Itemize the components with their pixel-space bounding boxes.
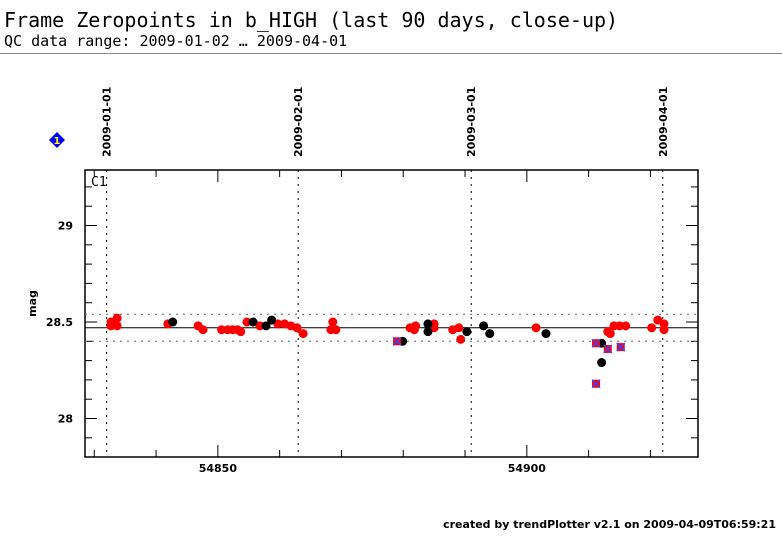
red-data-point [112, 313, 122, 323]
black-data-point [248, 317, 258, 327]
flagged-cross-icon [591, 338, 601, 348]
flagged-cross-icon [392, 336, 402, 346]
flagged-data-point [603, 344, 613, 354]
badge-label: 1 [54, 136, 61, 147]
black-data-point [423, 319, 433, 329]
flagged-cross-icon [616, 342, 626, 352]
red-data-point [255, 321, 265, 331]
red-data-point [454, 323, 464, 333]
x-tick-label: 54850 [199, 462, 238, 475]
footer-credit: created by trendPlotter v2.1 on 2009-04-… [443, 518, 776, 531]
y-axis-label: mag [26, 290, 39, 317]
red-data-point [106, 321, 116, 331]
red-data-point [647, 323, 657, 333]
red-data-point [621, 321, 631, 331]
red-data-point [659, 325, 669, 335]
black-data-point [541, 329, 551, 339]
panel-label: C1 [91, 175, 107, 190]
red-data-point [331, 325, 341, 335]
flagged-data-point [616, 342, 626, 352]
black-data-point [485, 329, 495, 339]
badge-diamond-icon[interactable]: 1 [49, 132, 65, 148]
red-data-point [409, 325, 419, 335]
date-marker-label: 2009-04-01 [657, 87, 670, 157]
black-data-point [168, 317, 178, 327]
plot-frame [84, 169, 699, 458]
flagged-data-point [591, 379, 601, 389]
flagged-data-point [591, 338, 601, 348]
y-tick-label: 28.5 [46, 316, 73, 329]
x-tick-label: 54900 [508, 462, 547, 475]
black-data-point [597, 358, 607, 368]
red-data-point [217, 325, 227, 335]
flagged-cross-icon [603, 344, 613, 354]
date-marker-label: 2009-03-01 [465, 87, 478, 157]
red-data-point [112, 321, 122, 331]
flagged-data-point [392, 336, 402, 346]
red-data-point [605, 329, 615, 339]
y-tick-label: 29 [58, 220, 73, 233]
black-data-point [267, 315, 277, 325]
red-data-point [298, 329, 308, 339]
black-data-point [423, 327, 433, 337]
date-marker-label: 2009-01-01 [101, 87, 114, 157]
red-data-point [328, 317, 338, 327]
red-data-point [242, 317, 252, 327]
date-marker-label: 2009-02-01 [292, 87, 305, 157]
chart-title: Frame Zeropoints in b_HIGH (last 90 days… [4, 8, 619, 32]
red-data-point [292, 323, 302, 333]
flagged-cross-icon [591, 379, 601, 389]
red-data-point [615, 321, 625, 331]
red-data-point [198, 325, 208, 335]
header-divider [0, 53, 782, 54]
black-data-point [462, 327, 472, 337]
y-tick-label: 28 [58, 413, 73, 426]
chart-subtitle: QC data range: 2009-01-02 … 2009-04-01 [4, 32, 348, 50]
red-data-point [531, 323, 541, 333]
red-data-point [236, 327, 246, 337]
black-data-point [261, 321, 271, 331]
badge-diamond [49, 132, 65, 148]
red-data-point [456, 334, 466, 344]
black-data-point [479, 321, 489, 331]
